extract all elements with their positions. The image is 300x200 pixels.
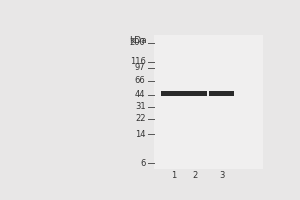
Bar <box>161 91 185 96</box>
Text: 2: 2 <box>193 171 198 180</box>
Text: 22: 22 <box>135 114 146 123</box>
Text: 66: 66 <box>135 76 146 85</box>
Bar <box>183 91 207 96</box>
Text: 31: 31 <box>135 102 146 111</box>
Text: kDa: kDa <box>129 36 147 45</box>
Text: 97: 97 <box>135 63 146 72</box>
Text: 116: 116 <box>130 57 146 66</box>
FancyBboxPatch shape <box>154 35 263 169</box>
Text: 1: 1 <box>171 171 176 180</box>
Text: 14: 14 <box>135 130 146 139</box>
Bar <box>209 91 233 96</box>
Text: 6: 6 <box>140 159 145 168</box>
Text: 44: 44 <box>135 90 146 99</box>
Text: 3: 3 <box>219 171 224 180</box>
Text: 200: 200 <box>130 38 146 47</box>
